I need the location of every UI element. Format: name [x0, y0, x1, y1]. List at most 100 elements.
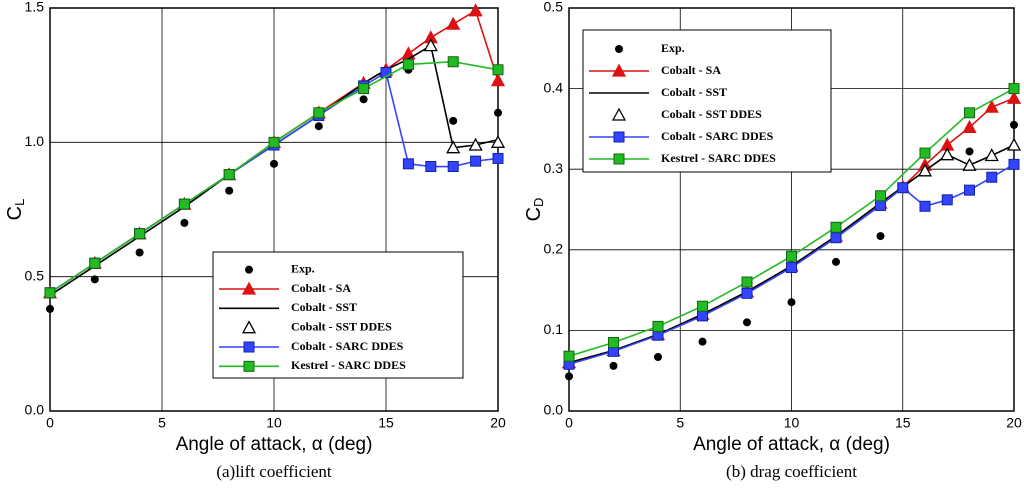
marker — [964, 184, 975, 196]
marker — [941, 194, 953, 206]
legend-label: Cobalt - SARC DDES — [291, 339, 404, 353]
marker — [380, 66, 392, 78]
marker — [446, 140, 461, 154]
legend-marker — [241, 281, 257, 295]
marker — [358, 83, 370, 95]
marker — [314, 122, 323, 131]
legend-box — [582, 29, 832, 173]
x-tick-label: 0 — [565, 415, 573, 431]
marker — [741, 287, 753, 299]
marker — [1008, 83, 1020, 95]
marker — [425, 161, 437, 173]
y-tick-label: 1.5 — [25, 0, 45, 15]
marker — [563, 350, 575, 362]
legend-label: Cobalt - SA — [661, 63, 721, 77]
y-axis-label-main: C — [4, 206, 26, 220]
x-tick-label: 5 — [676, 415, 684, 431]
legend-label: Cobalt - SARC DDES — [661, 129, 774, 143]
legend-box — [212, 251, 464, 379]
marker — [447, 161, 459, 173]
marker — [490, 73, 506, 87]
legend-label: Cobalt - SA — [291, 281, 351, 295]
marker — [135, 248, 144, 257]
marker — [402, 58, 414, 70]
legend-label: Exp. — [291, 261, 315, 275]
y-axis-label: CL — [4, 199, 27, 221]
marker — [876, 232, 885, 241]
y-tick-label: 0.5 — [544, 0, 564, 15]
y-tick-label: 0.4 — [544, 79, 564, 95]
marker — [919, 147, 931, 159]
marker — [46, 304, 54, 313]
marker — [89, 257, 101, 269]
marker — [919, 200, 931, 212]
y-axis-label-main: C — [523, 207, 545, 221]
marker — [359, 95, 368, 104]
y-tick-label: 0.1 — [544, 321, 564, 337]
caption: (b) drag coefficient — [726, 462, 857, 481]
marker — [962, 119, 977, 133]
marker — [447, 56, 459, 68]
marker — [741, 276, 753, 288]
marker — [1010, 120, 1018, 129]
marker — [652, 320, 664, 332]
y-tick-label: 0.0 — [544, 402, 564, 418]
marker — [180, 218, 189, 227]
legend-label: Kestrel - SARC DDES — [661, 151, 776, 165]
series-line — [568, 144, 1015, 364]
x-tick-label: 15 — [895, 415, 911, 431]
marker — [1006, 137, 1022, 151]
marker — [492, 152, 504, 164]
marker — [787, 298, 796, 307]
marker — [984, 148, 999, 162]
y-tick-label: 0.2 — [544, 241, 564, 257]
caption: (a)lift coefficient — [216, 462, 332, 481]
legend-marker — [243, 341, 255, 353]
marker — [134, 228, 146, 240]
marker — [786, 262, 797, 274]
y-axis-label-sub: L — [12, 199, 27, 206]
y-tick-label: 0.0 — [25, 402, 45, 418]
marker — [268, 136, 280, 148]
x-axis-label: Angle of attack, α (deg) — [693, 434, 890, 455]
marker — [875, 190, 886, 202]
plot-frame — [49, 7, 499, 412]
legend-marker — [241, 320, 257, 334]
marker — [897, 182, 909, 194]
y-tick-label: 0.5 — [25, 267, 45, 283]
legend-marker — [611, 107, 627, 121]
marker — [313, 107, 325, 119]
marker — [697, 310, 708, 322]
marker — [446, 16, 461, 30]
marker — [962, 157, 977, 171]
marker — [830, 221, 842, 233]
marker — [402, 158, 414, 170]
marker — [984, 99, 999, 113]
marker — [609, 361, 618, 370]
legend-marker — [613, 153, 625, 165]
marker — [225, 186, 234, 195]
legend-label: Exp. — [661, 41, 685, 55]
legend-label: Cobalt - SST — [291, 300, 357, 314]
y-tick-label: 0.3 — [544, 160, 564, 176]
legend-label: Cobalt - SST — [661, 85, 727, 99]
marker — [470, 155, 482, 167]
legend-marker — [615, 45, 623, 53]
marker — [830, 232, 842, 244]
marker — [1008, 158, 1020, 170]
x-tick-label: 0 — [46, 415, 54, 431]
marker — [90, 275, 99, 284]
marker — [178, 198, 190, 210]
x-tick-label: 15 — [378, 415, 394, 431]
legend-marker — [613, 131, 625, 143]
marker — [468, 137, 483, 151]
marker — [468, 3, 483, 17]
marker — [697, 300, 708, 312]
x-tick-label: 20 — [490, 415, 506, 431]
marker — [494, 108, 502, 117]
marker — [786, 250, 797, 262]
legend-marker — [245, 265, 253, 274]
marker — [965, 147, 974, 156]
legend-marker — [611, 63, 627, 77]
